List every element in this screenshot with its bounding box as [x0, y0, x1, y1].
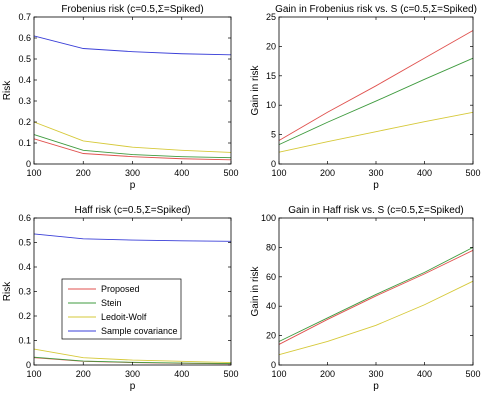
series-line-stein	[278, 57, 474, 146]
x-tick-label: 200	[320, 168, 335, 178]
y-tick-label: 60	[266, 272, 276, 282]
x-tick-label: 100	[271, 168, 286, 178]
x-tick-label: 500	[223, 369, 238, 379]
chart-title: Gain in Frobenius risk vs. S (c=0.5,Σ=Sp…	[275, 4, 477, 15]
y-tick-label: 0.5	[18, 238, 31, 248]
y-tick-label: 0.4	[18, 75, 31, 85]
panel-haff-risk: 100 200 300 400 500 0 0.1 0.2 0.3 0.4 0.5 0.6 Haff r…	[2, 205, 239, 392]
series-line-ledoit-wolf	[278, 280, 474, 356]
panel-gain-haff: 100 200 300 400 500 0 20 40 60 80 100 Gain in Haff …	[250, 205, 481, 392]
panel-frobenius-risk: 100 200 300 400 500 0 0.1 0.2 0.3 0.4 0.5 0.6 0.7 Fro…	[2, 4, 239, 191]
y-tick-label: 15	[266, 71, 276, 81]
legend-label: Sample covariance	[101, 326, 178, 336]
x-tick-label: 200	[76, 369, 91, 379]
axes-box	[33, 16, 232, 165]
y-tick-label: 5	[271, 130, 276, 140]
x-tick-label: 400	[174, 168, 189, 178]
series-line-proposed	[33, 138, 232, 161]
y-tick-label: 0.5	[18, 54, 31, 64]
y-tick-label: 0.2	[18, 311, 31, 321]
y-tick-label: 0	[271, 159, 276, 169]
legend-label: Proposed	[101, 284, 140, 294]
y-tick-label: 0	[271, 360, 276, 370]
x-tick-label: 300	[125, 168, 140, 178]
series-line-ledoit-wolf	[278, 111, 474, 153]
series-line-proposed	[278, 30, 474, 141]
y-tick-label: 0.6	[18, 213, 31, 223]
y-tick-label: 0	[26, 360, 31, 370]
x-axis-label: p	[373, 381, 379, 392]
chart-title: Gain in Haff risk vs. S (c=0.5,Σ=Spiked)	[288, 205, 464, 216]
series-line-ledoit-wolf	[33, 121, 232, 153]
y-tick-label: 40	[266, 301, 276, 311]
y-axis-label: Gain in risk	[250, 64, 261, 115]
y-tick-label: 0.1	[18, 138, 31, 148]
x-tick-label: 500	[465, 369, 480, 379]
y-tick-label: 0.3	[18, 287, 31, 297]
x-tick-label: 300	[125, 369, 140, 379]
y-axis-label: Risk	[2, 281, 13, 301]
legend-label: Stein	[101, 298, 122, 308]
y-tick-label: 0.2	[18, 117, 31, 127]
x-axis-label: p	[373, 180, 379, 191]
series-line-sample	[33, 35, 232, 56]
x-tick-label: 100	[26, 168, 41, 178]
x-tick-label: 500	[223, 168, 238, 178]
axes-box	[278, 217, 474, 366]
x-tick-label: 300	[368, 168, 383, 178]
y-tick-label: 0.3	[18, 96, 31, 106]
y-tick-label: 0.7	[18, 12, 31, 22]
series-line-stein	[278, 246, 474, 342]
series-line-ledoit-wolf	[33, 348, 232, 363]
x-tick-label: 500	[465, 168, 480, 178]
x-axis-label: p	[130, 381, 136, 392]
series-line-proposed	[278, 249, 474, 345]
chart-title: Frobenius risk (c=0.5,Σ=Spiked)	[61, 4, 203, 15]
x-tick-label: 400	[417, 369, 432, 379]
legend: Proposed Stein Ledoit-Wolf Sample covarianc…	[61, 278, 182, 340]
x-axis-label: p	[130, 180, 136, 191]
x-tick-label: 100	[26, 369, 41, 379]
y-axis-label: Gain in risk	[250, 265, 261, 316]
chart-title: Haff risk (c=0.5,Σ=Spiked)	[74, 205, 190, 216]
x-tick-label: 100	[271, 369, 286, 379]
x-tick-label: 200	[76, 168, 91, 178]
y-tick-label: 0.6	[18, 33, 31, 43]
y-tick-label: 0	[26, 159, 31, 169]
series-line-stein	[33, 134, 232, 159]
x-tick-label: 400	[417, 168, 432, 178]
y-tick-label: 20	[266, 331, 276, 341]
axes-box	[278, 16, 474, 165]
y-tick-label: 20	[266, 41, 276, 51]
x-tick-label: 200	[320, 369, 335, 379]
series-line-sample	[33, 233, 232, 242]
y-axis-label: Risk	[2, 80, 13, 100]
y-tick-label: 0.4	[18, 262, 31, 272]
legend-label: Ledoit-Wolf	[101, 312, 147, 322]
y-tick-label: 25	[266, 12, 276, 22]
y-tick-label: 100	[261, 213, 276, 223]
x-tick-label: 400	[174, 369, 189, 379]
x-tick-label: 300	[368, 369, 383, 379]
y-tick-label: 10	[266, 100, 276, 110]
y-tick-label: 0.1	[18, 336, 31, 346]
y-tick-label: 80	[266, 242, 276, 252]
